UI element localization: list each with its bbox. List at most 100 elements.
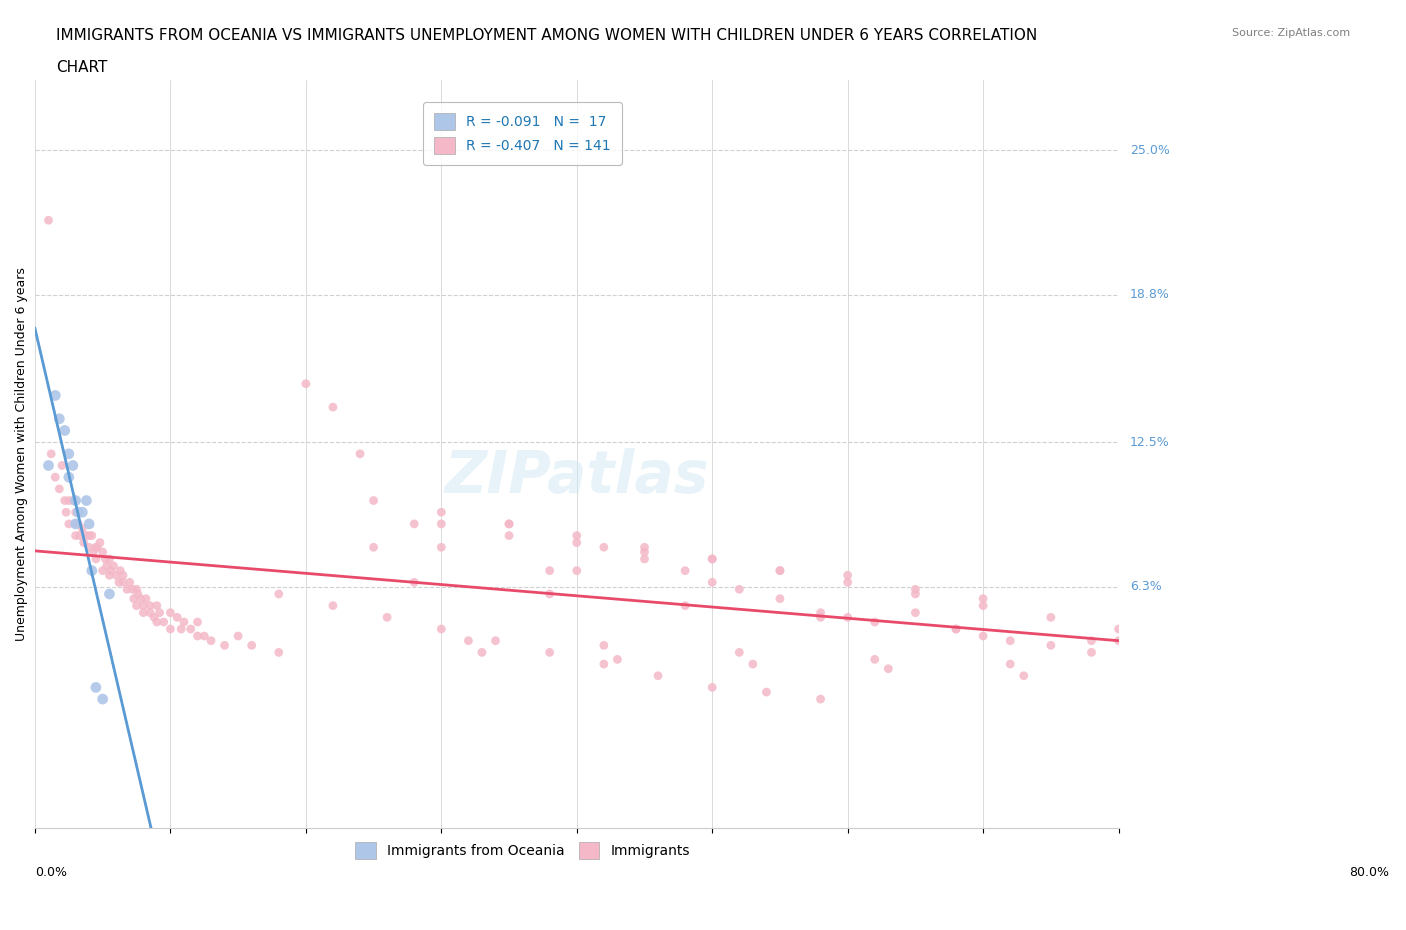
Point: [143, 610, 166, 625]
Point: [592, 657, 614, 671]
Point: [132, 605, 155, 620]
Point: [647, 669, 669, 684]
Point: [39, 446, 62, 461]
Point: [972, 629, 994, 644]
Point: [404, 516, 426, 531]
Point: [863, 615, 886, 630]
Point: [65, 516, 87, 531]
Point: [972, 598, 994, 613]
Point: [121, 582, 143, 597]
Point: [55, 505, 77, 520]
Point: [77, 539, 100, 554]
Point: [457, 633, 479, 648]
Point: [484, 633, 506, 648]
Point: [1108, 621, 1130, 636]
Point: [565, 564, 588, 578]
Text: 18.8%: 18.8%: [1129, 288, 1170, 301]
Point: [430, 621, 453, 636]
Point: [592, 539, 614, 554]
Point: [1080, 644, 1102, 659]
Point: [1039, 610, 1062, 625]
Point: [111, 568, 134, 583]
Y-axis label: Unemployment Among Women with Children Under 6 years: Unemployment Among Women with Children U…: [15, 267, 28, 641]
Point: [180, 621, 202, 636]
Point: [118, 575, 141, 590]
Point: [110, 564, 132, 578]
Point: [322, 400, 344, 415]
Point: [728, 644, 751, 659]
Point: [98, 568, 121, 583]
Point: [1000, 633, 1022, 648]
Point: [863, 652, 886, 667]
Text: CHART: CHART: [56, 60, 108, 75]
Point: [84, 539, 107, 554]
Point: [769, 564, 792, 578]
Point: [538, 587, 561, 602]
Point: [65, 493, 87, 508]
Point: [904, 582, 927, 597]
Point: [58, 470, 80, 485]
Point: [1080, 633, 1102, 648]
Text: 25.0%: 25.0%: [1129, 143, 1170, 156]
Point: [498, 516, 520, 531]
Point: [837, 575, 859, 590]
Point: [127, 587, 149, 602]
Point: [186, 615, 208, 630]
Point: [58, 446, 80, 461]
Point: [702, 575, 724, 590]
Point: [53, 423, 76, 438]
Point: [44, 470, 66, 485]
Point: [810, 692, 832, 707]
Point: [84, 551, 107, 566]
Point: [148, 605, 170, 620]
Point: [945, 621, 967, 636]
Point: [69, 528, 91, 543]
Point: [170, 621, 193, 636]
Text: 6.3%: 6.3%: [1129, 580, 1161, 593]
Text: Source: ZipAtlas.com: Source: ZipAtlas.com: [1232, 28, 1350, 38]
Point: [565, 528, 588, 543]
Point: [37, 458, 59, 473]
Point: [702, 680, 724, 695]
Point: [75, 493, 97, 508]
Point: [94, 551, 117, 566]
Point: [186, 629, 208, 644]
Point: [200, 633, 222, 648]
Point: [498, 528, 520, 543]
Point: [91, 692, 114, 707]
Point: [122, 591, 145, 606]
Point: [538, 644, 561, 659]
Point: [267, 587, 290, 602]
Point: [837, 568, 859, 583]
Point: [146, 615, 169, 630]
Point: [80, 528, 103, 543]
Text: 12.5%: 12.5%: [1129, 435, 1170, 448]
Point: [498, 516, 520, 531]
Point: [80, 564, 103, 578]
Point: [173, 615, 195, 630]
Point: [73, 535, 96, 550]
Point: [108, 575, 131, 590]
Point: [633, 551, 655, 566]
Point: [728, 582, 751, 597]
Point: [65, 505, 87, 520]
Point: [91, 564, 114, 578]
Text: ZIPatlas: ZIPatlas: [444, 447, 709, 505]
Point: [77, 516, 100, 531]
Point: [152, 615, 174, 630]
Point: [146, 598, 169, 613]
Point: [810, 605, 832, 620]
Point: [139, 598, 162, 613]
Point: [105, 568, 128, 583]
Point: [1108, 633, 1130, 648]
Point: [240, 638, 263, 653]
Point: [65, 516, 87, 531]
Point: [129, 591, 152, 606]
Point: [125, 582, 148, 597]
Legend: Immigrants from Oceania, Immigrants: Immigrants from Oceania, Immigrants: [349, 834, 697, 866]
Point: [322, 598, 344, 613]
Point: [972, 591, 994, 606]
Point: [62, 458, 84, 473]
Point: [166, 610, 188, 625]
Point: [404, 575, 426, 590]
